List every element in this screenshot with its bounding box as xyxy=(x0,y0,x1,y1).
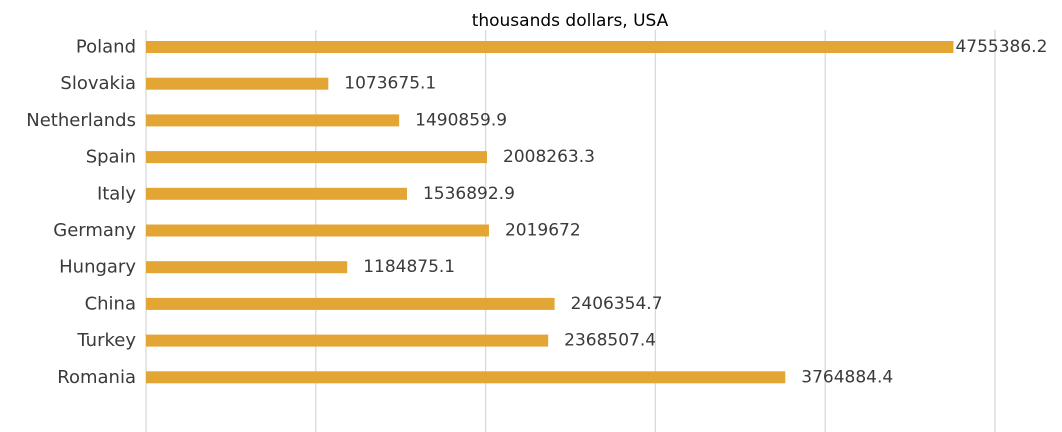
bar-netherlands xyxy=(146,114,400,127)
bar-turkey xyxy=(146,334,549,347)
value-label-italy: 1536892.9 xyxy=(423,184,515,204)
bar-italy xyxy=(146,187,407,200)
value-label-germany: 2019672 xyxy=(505,221,581,241)
bar-hungary xyxy=(146,261,348,274)
category-label-germany: Germany xyxy=(53,220,136,241)
value-label-romania: 3764884.4 xyxy=(801,367,893,387)
value-label-turkey: 2368507.4 xyxy=(564,331,656,351)
value-label-poland: 4755386.2 xyxy=(955,37,1047,57)
category-label-hungary: Hungary xyxy=(59,257,136,278)
category-label-china: China xyxy=(85,293,136,314)
bar-romania xyxy=(146,371,786,384)
value-label-spain: 2008263.3 xyxy=(503,147,595,167)
value-label-netherlands: 1490859.9 xyxy=(415,110,507,130)
category-label-spain: Spain xyxy=(86,147,136,168)
bars xyxy=(146,41,954,384)
bar-germany xyxy=(146,224,489,237)
value-labels: 4755386.2 1073675.1 1490859.9 2008263.3 1536… xyxy=(344,37,1047,387)
value-label-hungary: 1184875.1 xyxy=(363,257,455,277)
category-label-turkey: Turkey xyxy=(76,330,136,351)
category-label-slovakia: Slovakia xyxy=(60,73,136,94)
bar-slovakia xyxy=(146,77,329,90)
category-label-italy: Italy xyxy=(97,183,136,204)
bar-china xyxy=(146,297,555,310)
category-labels: Poland Slovakia Netherlands Spain Italy Germa… xyxy=(26,37,136,388)
category-label-poland: Poland xyxy=(76,37,136,58)
category-label-netherlands: Netherlands xyxy=(26,110,136,131)
bar-spain xyxy=(146,151,488,164)
value-label-slovakia: 1073675.1 xyxy=(344,74,436,94)
category-label-romania: Romania xyxy=(57,367,136,388)
bar-poland xyxy=(146,41,954,53)
value-label-china: 2406354.7 xyxy=(571,294,663,314)
chart-title: thousands dollars, USA xyxy=(472,11,669,31)
